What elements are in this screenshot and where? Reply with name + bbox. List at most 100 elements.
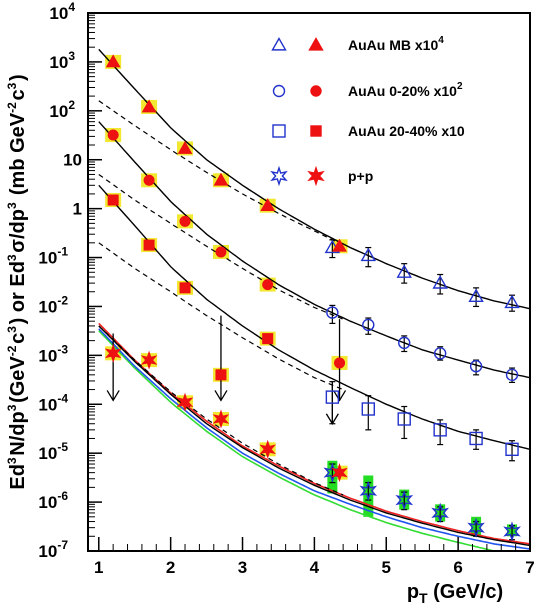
c2040-fit-solid	[98, 184, 530, 450]
pp-open-marker	[503, 521, 521, 542]
mb-open-marker	[504, 294, 520, 309]
c2040-open-marker	[361, 402, 375, 416]
c2040-filled-marker	[143, 239, 155, 251]
c020-fit-dashed	[98, 174, 344, 320]
y-tick-label: 10-4	[38, 391, 68, 414]
mb-filled-marker	[177, 140, 193, 154]
pp-filled-marker	[140, 350, 158, 370]
mb-open-marker	[432, 275, 448, 289]
y-tick-label: 10-6	[38, 489, 68, 512]
pp-filled-marker	[176, 392, 194, 412]
c020-open-marker	[433, 347, 447, 360]
c2040-filled-marker	[262, 333, 274, 345]
legend-circle-open-marker	[272, 84, 286, 98]
x-axis-title: pT (GeV/c)	[407, 581, 503, 606]
legend-item: AuAu 0-20% x102	[272, 81, 463, 99]
y-tick-label: 10	[63, 151, 82, 170]
legend-square-filled-marker	[310, 125, 322, 137]
legend-item: AuAu MB x104	[271, 35, 444, 53]
legend-item: p+p	[270, 165, 373, 187]
mb-filled-marker	[213, 172, 229, 186]
mb-filled-marker	[141, 99, 157, 113]
y-tick-label: 10-5	[38, 440, 68, 463]
pp-filled-marker	[212, 409, 230, 429]
plot-area	[98, 48, 530, 551]
legend-triangle-filled-marker	[308, 37, 324, 51]
legend-item: AuAu 20-40% x10	[272, 123, 465, 139]
x-tick-label: 3	[238, 558, 247, 577]
y-tick-label: 102	[49, 98, 75, 121]
c2040-open-marker	[505, 442, 519, 457]
c2040-upper-limit-head	[214, 390, 228, 402]
y-tick-label: 10-7	[38, 538, 68, 561]
c2040-filled-marker	[179, 282, 191, 294]
c2040-fit-dashed	[98, 242, 344, 391]
y-tick-label: 103	[49, 49, 75, 72]
mb-fit-dashed	[98, 100, 344, 246]
pp-filled-marker	[104, 343, 122, 363]
x-tick-label: 1	[94, 558, 103, 577]
pp-filled-marker	[331, 463, 348, 483]
y-tick-label: 10-1	[38, 245, 68, 268]
mb-filled-marker	[332, 238, 347, 252]
x-tick-label: 6	[453, 558, 462, 577]
y-axis-title-text: Ed3 N/dp3 (GeV-2 c3 ) or Ed3 σ/dp3 (mb G…	[5, 74, 29, 489]
c2040-open-marker	[397, 412, 411, 426]
pp-fit-green	[98, 330, 501, 551]
pp-open-marker	[395, 489, 414, 511]
c020-open-marker	[469, 360, 483, 373]
legend-label: AuAu 20-40% x10	[348, 123, 465, 139]
c020-fit-solid	[98, 121, 530, 379]
y-tick-label: 10-3	[38, 342, 68, 365]
c020-filled-marker	[334, 357, 346, 369]
c020-filled-marker	[262, 279, 274, 291]
pp-fit-red	[98, 322, 530, 545]
c2040-open-marker	[433, 423, 447, 437]
mb-open-marker	[396, 264, 412, 278]
c020-filled-marker	[179, 215, 191, 227]
legend: AuAu MB x104 AuAu 0-20% x102 AuAu 20-40% x…	[270, 35, 465, 187]
c020-open-marker	[398, 336, 411, 350]
pp-fit-blue	[98, 328, 530, 550]
legend-label: AuAu 0-20% x102	[348, 81, 463, 99]
pp-open-marker	[431, 502, 450, 524]
c2040-filled-marker	[215, 369, 227, 381]
legend-square-open-marker	[272, 124, 286, 138]
pp-fit-solid	[98, 325, 530, 547]
c020-upper-limit-head	[332, 390, 347, 402]
c020-open-marker	[326, 306, 339, 319]
legend-star-open-marker	[270, 165, 288, 187]
c020-open-marker	[505, 368, 519, 382]
legend-circle-filled-marker	[310, 85, 322, 97]
pp-fit-dashed	[98, 325, 344, 496]
y-tick-label: 1	[73, 200, 82, 219]
x-tick-label: 4	[310, 558, 320, 577]
mb-open-marker	[468, 288, 484, 303]
x-tick-label: 5	[382, 558, 391, 577]
legend-label: p+p	[348, 168, 373, 184]
c2040-open-marker	[469, 431, 483, 446]
pp-open-marker	[359, 480, 378, 501]
x-tick-label: 2	[166, 558, 175, 577]
x-axis-ticks: 1 2 3 4 5 6 7	[94, 537, 535, 577]
pp-open-marker	[467, 517, 485, 538]
c020-filled-marker	[215, 246, 227, 258]
mb-filled-marker	[260, 198, 276, 212]
legend-star-filled-marker	[307, 165, 325, 187]
upper-limit-arrows	[106, 315, 347, 425]
plot-frame	[87, 12, 531, 552]
x-tick-label: 7	[525, 558, 534, 577]
data-markers	[104, 54, 521, 542]
y-axis-title: Ed3 N/dp3 (GeV-2 c3 ) or Ed3 σ/dp3 (mb G…	[5, 74, 29, 489]
mb-fit-solid	[98, 48, 530, 310]
pp-upper-limit-head	[106, 390, 120, 402]
mb-filled-marker	[105, 54, 121, 68]
c020-open-marker	[362, 318, 375, 332]
y-tick-label: 104	[49, 0, 75, 23]
legend-label: AuAu MB x104	[348, 35, 444, 53]
c2040-filled-marker	[107, 194, 119, 206]
error-bars	[329, 239, 516, 541]
c2040-upper-limit-head	[325, 413, 339, 425]
